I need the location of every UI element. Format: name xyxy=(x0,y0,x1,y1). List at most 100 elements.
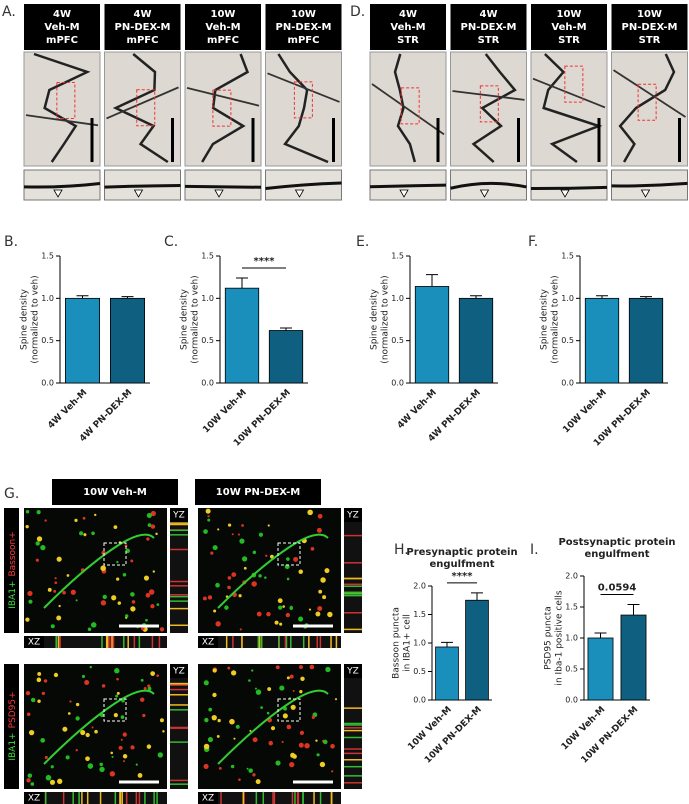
puncta xyxy=(85,732,90,738)
header-box xyxy=(265,4,342,50)
xz-band xyxy=(72,792,74,804)
y-axis-label: (normalized to veh) xyxy=(381,275,391,363)
puncta xyxy=(203,529,208,534)
puncta xyxy=(85,756,90,762)
puncta xyxy=(224,605,229,610)
xz-band xyxy=(260,636,263,648)
xz-band xyxy=(59,636,61,648)
puncta xyxy=(25,524,29,529)
puncta xyxy=(266,611,271,617)
puncta xyxy=(50,765,54,769)
puncta xyxy=(135,763,138,766)
bar xyxy=(414,286,450,384)
puncta xyxy=(100,565,106,571)
puncta xyxy=(277,598,283,604)
puncta xyxy=(248,679,251,682)
xz-band xyxy=(55,636,57,648)
dendrite xyxy=(452,90,525,101)
bar xyxy=(584,297,620,384)
y-tick-label: 1.0 xyxy=(201,294,214,303)
puncta xyxy=(26,778,31,783)
puncta xyxy=(56,556,62,562)
fluorescence-image xyxy=(198,664,341,789)
yz-strip xyxy=(170,508,188,633)
puncta xyxy=(118,745,123,750)
panel-label: A. xyxy=(2,4,16,20)
arrowhead xyxy=(560,189,570,198)
xz-band xyxy=(127,636,129,648)
bar xyxy=(620,614,647,701)
xz-band xyxy=(330,792,333,804)
puncta xyxy=(140,678,144,682)
chart-title: Presynaptic protein xyxy=(406,547,517,558)
yz-band xyxy=(344,736,362,739)
y-tick-label: 1.5 xyxy=(413,610,426,619)
image-header: 10W xyxy=(291,9,316,20)
dendrite xyxy=(369,183,447,189)
bar xyxy=(224,287,260,384)
puncta xyxy=(256,611,262,617)
puncta xyxy=(231,533,234,536)
puncta xyxy=(227,585,231,590)
yz-band xyxy=(170,709,188,711)
xz-band xyxy=(44,792,47,804)
roi-box xyxy=(103,698,127,722)
xz-band xyxy=(138,792,141,804)
puncta xyxy=(41,691,46,696)
yz-band xyxy=(170,694,188,696)
puncta xyxy=(268,740,274,746)
image-header: mPFC xyxy=(207,35,239,46)
puncta xyxy=(75,599,78,602)
puncta xyxy=(162,730,165,733)
dendrite xyxy=(112,53,169,164)
inset xyxy=(265,169,342,201)
puncta xyxy=(150,510,156,517)
y-tick-label: 1.0 xyxy=(565,634,578,643)
puncta xyxy=(111,595,117,601)
xz-tag xyxy=(198,792,218,804)
image-header: Veh-M xyxy=(390,22,425,33)
puncta xyxy=(239,539,244,544)
y-tick-label: 0.5 xyxy=(391,336,404,345)
image-header: 4W xyxy=(399,9,417,20)
yz-band xyxy=(344,628,362,631)
yz-band xyxy=(170,684,188,686)
puncta xyxy=(140,697,145,702)
puncta xyxy=(102,594,107,600)
yz-band xyxy=(344,583,362,586)
puncta xyxy=(330,743,335,749)
y-tick-label: 0.0 xyxy=(391,379,404,388)
image-header: PN-DEX-M xyxy=(622,22,678,33)
inset xyxy=(530,169,608,201)
x-tick-label: 4W Veh-M xyxy=(396,388,439,431)
xz-label: XZ xyxy=(28,794,40,804)
yz-label: YZ xyxy=(346,511,359,521)
puncta xyxy=(56,615,62,621)
puncta xyxy=(150,671,156,676)
puncta xyxy=(215,621,221,627)
puncta xyxy=(28,729,35,736)
xz-band xyxy=(110,636,112,648)
x-tick-label: 10W PN-DEX-M xyxy=(580,705,641,766)
puncta xyxy=(317,606,323,612)
xz-band xyxy=(290,636,292,648)
header-box xyxy=(611,4,688,50)
bar xyxy=(458,297,494,384)
puncta xyxy=(227,576,232,580)
xz-band xyxy=(297,792,300,804)
xz-band xyxy=(296,792,299,804)
bar xyxy=(628,297,664,384)
puncta xyxy=(316,753,320,757)
bar xyxy=(587,637,614,701)
puncta xyxy=(90,622,97,628)
yz-band xyxy=(344,562,362,564)
error-bar xyxy=(594,632,607,638)
xz-band xyxy=(105,636,108,648)
xz-band xyxy=(302,792,304,804)
xz-label: XZ xyxy=(202,638,214,648)
y-axis-label: in Iba-1 positive cells xyxy=(555,590,565,685)
y-axis-label: in IBA1+ cell xyxy=(403,614,413,672)
puncta xyxy=(87,627,92,632)
header-box xyxy=(52,479,178,505)
